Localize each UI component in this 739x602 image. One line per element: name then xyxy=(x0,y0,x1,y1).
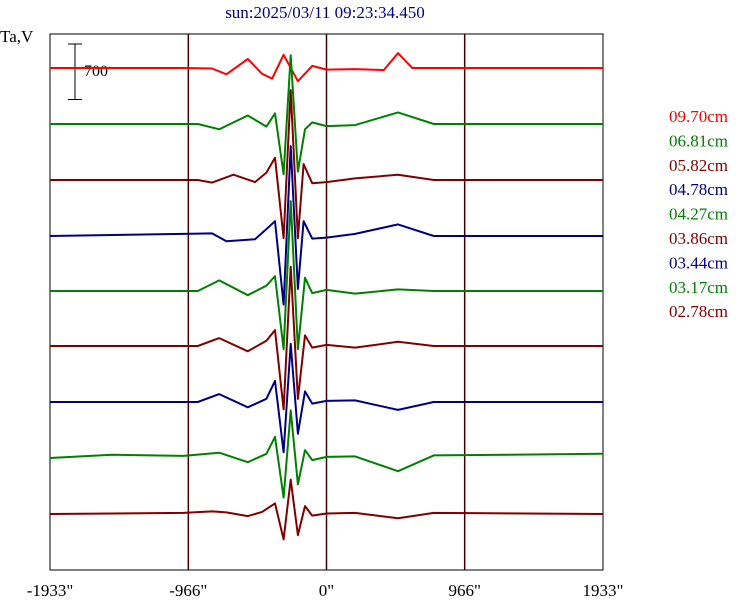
trace-03.44cm xyxy=(50,342,603,454)
legend-entry: 04.78cm xyxy=(669,180,728,199)
trace-04.27cm xyxy=(50,200,603,351)
scale-bar-label: 700 xyxy=(84,63,108,80)
legend-entry: 03.44cm xyxy=(669,253,728,272)
chart-title: sun:2025/03/11 09:23:34.450 xyxy=(225,3,425,22)
x-tick-label: 966" xyxy=(448,581,480,600)
legend-entry: 02.78cm xyxy=(669,302,728,321)
legend-entry: 05.82cm xyxy=(669,156,728,175)
trace-03.17cm xyxy=(49,409,604,499)
trace-05.82cm xyxy=(50,89,603,240)
legend-entry: 03.17cm xyxy=(669,278,728,297)
x-tick-label: 0" xyxy=(319,581,334,600)
legend-entry: 09.70cm xyxy=(669,107,728,126)
x-tick-label: 1933" xyxy=(583,581,624,600)
trace-03.86cm xyxy=(50,265,603,411)
x-tick-label: -966" xyxy=(169,581,207,600)
legend-entry: 06.81cm xyxy=(669,131,728,150)
trace-06.81cm xyxy=(50,54,603,176)
trace-04.78cm xyxy=(49,145,603,306)
x-tick-label: -1933" xyxy=(27,581,74,600)
trace-09.70cm xyxy=(50,52,603,83)
legend-entry: 03.86cm xyxy=(669,229,728,248)
y-axis-label: Ta,V xyxy=(0,27,34,46)
legend-entry: 04.27cm xyxy=(669,205,728,224)
trace-02.78cm xyxy=(49,478,604,541)
